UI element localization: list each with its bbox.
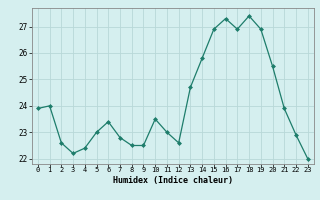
X-axis label: Humidex (Indice chaleur): Humidex (Indice chaleur): [113, 176, 233, 185]
